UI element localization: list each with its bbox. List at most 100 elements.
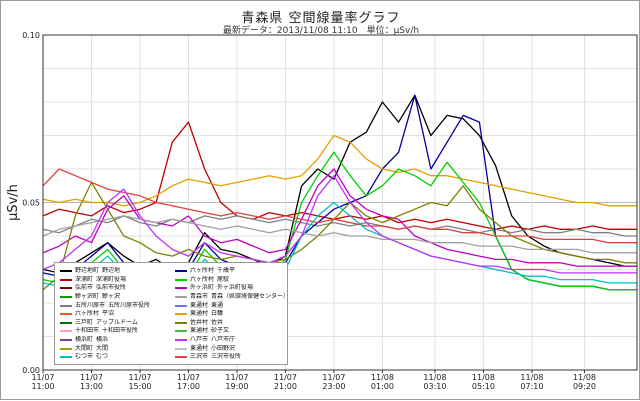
legend-site: 鰺ヶ沢 <box>102 293 121 301</box>
legend-site: 千歳平 <box>217 267 236 275</box>
legend-swatch <box>60 330 72 333</box>
x-tick-date: 11/07 <box>322 373 345 382</box>
legend-station: 東通村 <box>190 344 209 352</box>
legend-item: 六ヶ所村 千歳平 <box>175 267 287 276</box>
series-layer <box>42 94 637 291</box>
chart-legend: 野辺地町 野辺地 深浦町 深浦町役場 弘前市 弘前市役所 鰺ヶ沢町 鰺ヶ沢 五所川原市 五所川原市… <box>54 262 288 365</box>
x-tick-time: 11:00 <box>31 382 54 391</box>
legend-swatch <box>60 304 72 307</box>
legend-swatch <box>175 287 187 290</box>
legend-item: 六ヶ所村 平沼 <box>60 310 172 319</box>
series-line-4 <box>42 94 637 291</box>
legend-swatch <box>175 304 187 307</box>
legend-swatch <box>60 347 72 350</box>
legend-swatch <box>60 356 72 359</box>
legend-site: 平沼 <box>102 310 115 318</box>
legend-item: 八戸市 八戸市庁 <box>175 336 287 345</box>
legend-swatch <box>175 313 187 316</box>
legend-site: むつ <box>96 353 109 361</box>
x-tick-date: 11/08 <box>573 373 596 382</box>
y-axis-label: μSv/h <box>6 184 21 221</box>
legend-swatch <box>175 278 187 281</box>
series-line-12 <box>42 175 637 274</box>
legend-item: 弘前市 弘前市役所 <box>60 284 172 293</box>
legend-swatch <box>60 313 72 316</box>
legend-site: 深浦町役場 <box>96 275 127 283</box>
y-tick-label: 0.05 <box>22 199 40 208</box>
x-tick-date: 11/08 <box>472 373 495 382</box>
legend-swatch <box>175 347 187 350</box>
legend-station: 東通村 <box>190 301 209 309</box>
x-tick-date: 11/07 <box>128 373 151 382</box>
x-tick-date: 11/07 <box>225 373 248 382</box>
legend-swatch <box>175 321 187 324</box>
legend-station: 六ヶ所村 <box>190 275 215 283</box>
legend-station: 十和田市 <box>75 327 100 335</box>
legend-item: 東通村 小田野沢 <box>175 344 287 353</box>
x-tick-date: 11/08 <box>423 373 446 382</box>
legend-item: 外ヶ浜町 外ヶ浜町役場 <box>175 284 287 293</box>
legend-station: 佐井村 <box>190 318 209 326</box>
legend-swatch <box>60 278 72 281</box>
legend-station: 五所川原市 <box>75 301 106 309</box>
legend-item: 五所川原市 五所川原市役所 <box>60 301 172 310</box>
legend-station: 野辺地町 <box>75 267 100 275</box>
x-tick-time: 19:00 <box>225 382 248 391</box>
legend-swatch <box>175 270 187 273</box>
legend-item: 野辺地町 野辺地 <box>60 267 172 276</box>
legend-station: 青森市 <box>190 293 209 301</box>
legend-site: 外ヶ浜町役場 <box>217 284 254 292</box>
legend-swatch <box>175 296 187 299</box>
plot-border <box>42 34 638 371</box>
legend-site: 尾駮 <box>217 275 230 283</box>
legend-site: 青森（県環境保健センター） <box>211 293 287 301</box>
legend-item: 深浦町 深浦町役場 <box>60 276 172 285</box>
series-line-5 <box>42 134 637 207</box>
legend-item: 横浜町 横浜 <box>60 336 172 345</box>
legend-station: 東通村 <box>190 310 209 318</box>
x-tick-time: 15:00 <box>128 382 151 391</box>
legend-item: 佐井村 佐井 <box>175 319 287 328</box>
legend-station: 三沢市 <box>190 353 209 361</box>
x-tick-date: 11/07 <box>80 373 103 382</box>
legend-station: 六ヶ所村 <box>75 310 100 318</box>
legend-station: 八戸市 <box>190 336 209 344</box>
legend-item: 十和田市 十和田市役所 <box>60 327 172 336</box>
series-line-3 <box>42 215 637 237</box>
legend-item: 六ヶ所村 尾駮 <box>175 276 287 285</box>
legend-site: 佐井 <box>211 318 224 326</box>
legend-item: 東通村 白糠 <box>175 310 287 319</box>
chart-title: 青森県 空間線量率グラフ <box>241 11 401 26</box>
x-tick-time: 17:00 <box>177 382 200 391</box>
legend-site: 大間 <box>96 344 109 352</box>
legend-station: 六ヶ所村 <box>190 267 215 275</box>
legend-item: 東通村 砂子又 <box>175 327 287 336</box>
legend-station: 三戸町 <box>75 318 94 326</box>
legend-swatch <box>60 296 72 299</box>
series-line-1 <box>42 94 637 274</box>
legend-site: 三沢市役所 <box>211 353 242 361</box>
x-tick-time: 09:20 <box>573 382 596 391</box>
legend-item: 鰺ヶ沢町 鰺ヶ沢 <box>60 293 172 302</box>
legend-swatch <box>60 321 72 324</box>
x-tick-time: 13:00 <box>80 382 103 391</box>
legend-station: むつ市 <box>75 353 94 361</box>
legend-site: アップルドーム <box>96 318 138 326</box>
x-tick-time: 23:00 <box>322 382 345 391</box>
legend-site: 十和田市役所 <box>102 327 139 335</box>
legend-item: 三戸町 アップルドーム <box>60 319 172 328</box>
legend-station: 鰺ヶ沢町 <box>75 293 100 301</box>
legend-item: 大間町 大間 <box>60 344 172 353</box>
x-tick-time: 01:00 <box>371 382 394 391</box>
legend-item: 青森市 青森（県環境保健センター） <box>175 293 287 302</box>
x-tick-date: 11/08 <box>371 373 394 382</box>
legend-grid: 野辺地町 野辺地 深浦町 深浦町役場 弘前市 弘前市役所 鰺ヶ沢町 鰺ヶ沢 五所川原市 五所川原市… <box>60 267 287 362</box>
legend-site: 八戸市庁 <box>211 336 236 344</box>
chart-subtitle: 最新データ：2013/11/08 11:10 単位：μSv/h <box>222 26 420 36</box>
legend-swatch <box>175 330 187 333</box>
legend-station: 東通村 <box>190 327 209 335</box>
legend-site: 小田野沢 <box>211 344 236 352</box>
legend-swatch <box>175 356 187 359</box>
legend-swatch <box>60 339 72 342</box>
legend-site: 砂子又 <box>211 327 230 335</box>
